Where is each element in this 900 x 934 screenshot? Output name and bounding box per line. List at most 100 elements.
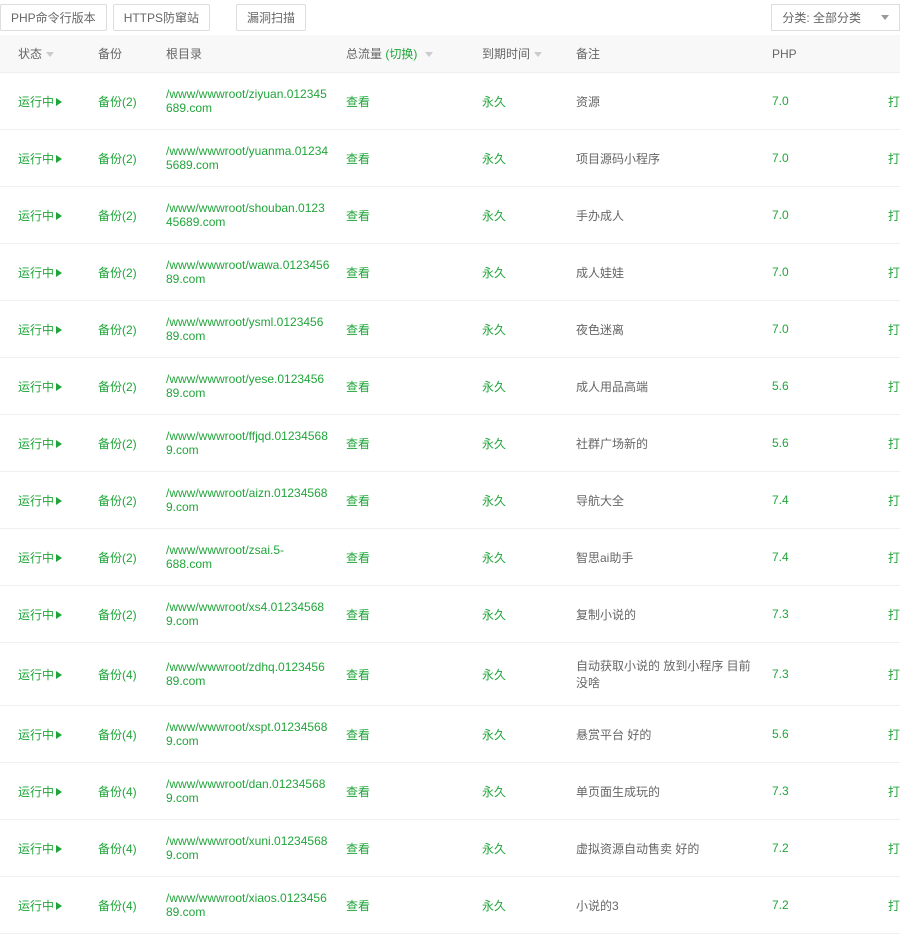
php-version-link[interactable]: 7.3 [772,607,789,621]
backup-link[interactable]: 备份(2) [98,209,137,223]
status-running-link[interactable]: 运行中 [18,494,62,508]
operation-link[interactable]: 打 [888,323,900,337]
note-cell[interactable]: 复制小说的 [568,586,764,643]
root-dir-link[interactable]: /www/wwwroot/ffjqd.012345689.com [166,429,328,457]
view-traffic-link[interactable]: 查看 [346,899,370,913]
php-version-link[interactable]: 5.6 [772,379,789,393]
note-cell[interactable]: 夜色迷离 [568,301,764,358]
operation-link[interactable]: 打 [888,266,900,280]
note-cell[interactable]: 自动获取小说的 放到小程序 目前没啥 [568,643,764,706]
operation-link[interactable]: 打 [888,728,900,742]
expire-link[interactable]: 永久 [482,842,506,856]
backup-link[interactable]: 备份(2) [98,494,137,508]
operation-link[interactable]: 打 [888,842,900,856]
php-version-link[interactable]: 5.6 [772,727,789,741]
status-running-link[interactable]: 运行中 [18,380,62,394]
note-cell[interactable]: 虚拟资源自动售卖 好的 [568,820,764,877]
vuln-scan-button[interactable]: 漏洞扫描 [236,4,306,31]
status-running-link[interactable]: 运行中 [18,668,62,682]
col-expire-header[interactable]: 到期时间 [474,35,568,73]
operation-link[interactable]: 打 [888,551,900,565]
backup-link[interactable]: 备份(2) [98,437,137,451]
operation-link[interactable]: 打 [888,95,900,109]
expire-link[interactable]: 永久 [482,785,506,799]
note-cell[interactable]: 社群广场新的 [568,415,764,472]
root-dir-link[interactable]: /www/wwwroot/yuanma.012345689.com [166,144,328,172]
operation-link[interactable]: 打 [888,152,900,166]
php-version-link[interactable]: 7.4 [772,493,789,507]
php-version-link[interactable]: 7.0 [772,94,789,108]
backup-link[interactable]: 备份(4) [98,899,137,913]
view-traffic-link[interactable]: 查看 [346,437,370,451]
note-cell[interactable]: 项目源码小程序 [568,130,764,187]
php-version-link[interactable]: 7.0 [772,151,789,165]
expire-link[interactable]: 永久 [482,380,506,394]
expire-link[interactable]: 永久 [482,266,506,280]
php-version-link[interactable]: 5.6 [772,436,789,450]
view-traffic-link[interactable]: 查看 [346,494,370,508]
operation-link[interactable]: 打 [888,209,900,223]
root-dir-link[interactable]: /www/wwwroot/xspt.012345689.com [166,720,327,748]
php-cli-button[interactable]: PHP命令行版本 [0,4,107,31]
view-traffic-link[interactable]: 查看 [346,95,370,109]
php-version-link[interactable]: 7.0 [772,265,789,279]
php-version-link[interactable]: 7.0 [772,322,789,336]
expire-link[interactable]: 永久 [482,668,506,682]
status-running-link[interactable]: 运行中 [18,608,62,622]
root-dir-link[interactable]: /www/wwwroot/xiaos.012345689.com [166,891,327,919]
expire-link[interactable]: 永久 [482,152,506,166]
backup-link[interactable]: 备份(4) [98,668,137,682]
operation-link[interactable]: 打 [888,437,900,451]
note-cell[interactable]: 单页面生成玩的 [568,763,764,820]
status-running-link[interactable]: 运行中 [18,266,62,280]
status-running-link[interactable]: 运行中 [18,728,62,742]
status-running-link[interactable]: 运行中 [18,842,62,856]
note-cell[interactable]: 智思ai助手 [568,529,764,586]
note-cell[interactable]: 导航大全 [568,472,764,529]
expire-link[interactable]: 永久 [482,323,506,337]
root-dir-link[interactable]: /www/wwwroot/xs4.012345689.com [166,600,324,628]
view-traffic-link[interactable]: 查看 [346,551,370,565]
operation-link[interactable]: 打 [888,668,900,682]
operation-link[interactable]: 打 [888,380,900,394]
note-cell[interactable]: 资源 [568,73,764,130]
expire-link[interactable]: 永久 [482,95,506,109]
status-running-link[interactable]: 运行中 [18,323,62,337]
status-running-link[interactable]: 运行中 [18,899,62,913]
backup-link[interactable]: 备份(2) [98,323,137,337]
php-version-link[interactable]: 7.4 [772,550,789,564]
backup-link[interactable]: 备份(2) [98,95,137,109]
root-dir-link[interactable]: /www/wwwroot/ysml.012345689.com [166,315,323,343]
expire-link[interactable]: 永久 [482,728,506,742]
backup-link[interactable]: 备份(2) [98,266,137,280]
php-version-link[interactable]: 7.3 [772,667,789,681]
root-dir-link[interactable]: /www/wwwroot/wawa.012345689.com [166,258,329,286]
expire-link[interactable]: 永久 [482,494,506,508]
root-dir-link[interactable]: /www/wwwroot/ziyuan.012345689.com [166,87,327,115]
php-version-link[interactable]: 7.2 [772,898,789,912]
operation-link[interactable]: 打 [888,608,900,622]
root-dir-link[interactable]: /www/wwwroot/dan.012345689.com [166,777,325,805]
backup-link[interactable]: 备份(2) [98,380,137,394]
view-traffic-link[interactable]: 查看 [346,266,370,280]
backup-link[interactable]: 备份(2) [98,608,137,622]
view-traffic-link[interactable]: 查看 [346,728,370,742]
php-version-link[interactable]: 7.2 [772,841,789,855]
root-dir-link[interactable]: /www/wwwroot/aizn.012345689.com [166,486,327,514]
note-cell[interactable]: 成人娃娃 [568,244,764,301]
category-dropdown[interactable]: 分类: 全部分类 [771,4,900,31]
status-running-link[interactable]: 运行中 [18,437,62,451]
root-dir-link[interactable]: /www/wwwroot/yese.012345689.com [166,372,324,400]
backup-link[interactable]: 备份(4) [98,728,137,742]
status-running-link[interactable]: 运行中 [18,551,62,565]
col-traffic-header[interactable]: 总流量 (切换) [338,35,474,73]
php-version-link[interactable]: 7.0 [772,208,789,222]
root-dir-link[interactable]: /www/wwwroot/zdhq.012345689.com [166,660,325,688]
backup-link[interactable]: 备份(2) [98,152,137,166]
status-running-link[interactable]: 运行中 [18,209,62,223]
backup-link[interactable]: 备份(2) [98,551,137,565]
status-running-link[interactable]: 运行中 [18,785,62,799]
expire-link[interactable]: 永久 [482,437,506,451]
root-dir-link[interactable]: /www/wwwroot/shouban.012345689.com [166,201,325,229]
root-dir-link[interactable]: /www/wwwroot/zsai.5-688.com [166,543,284,571]
